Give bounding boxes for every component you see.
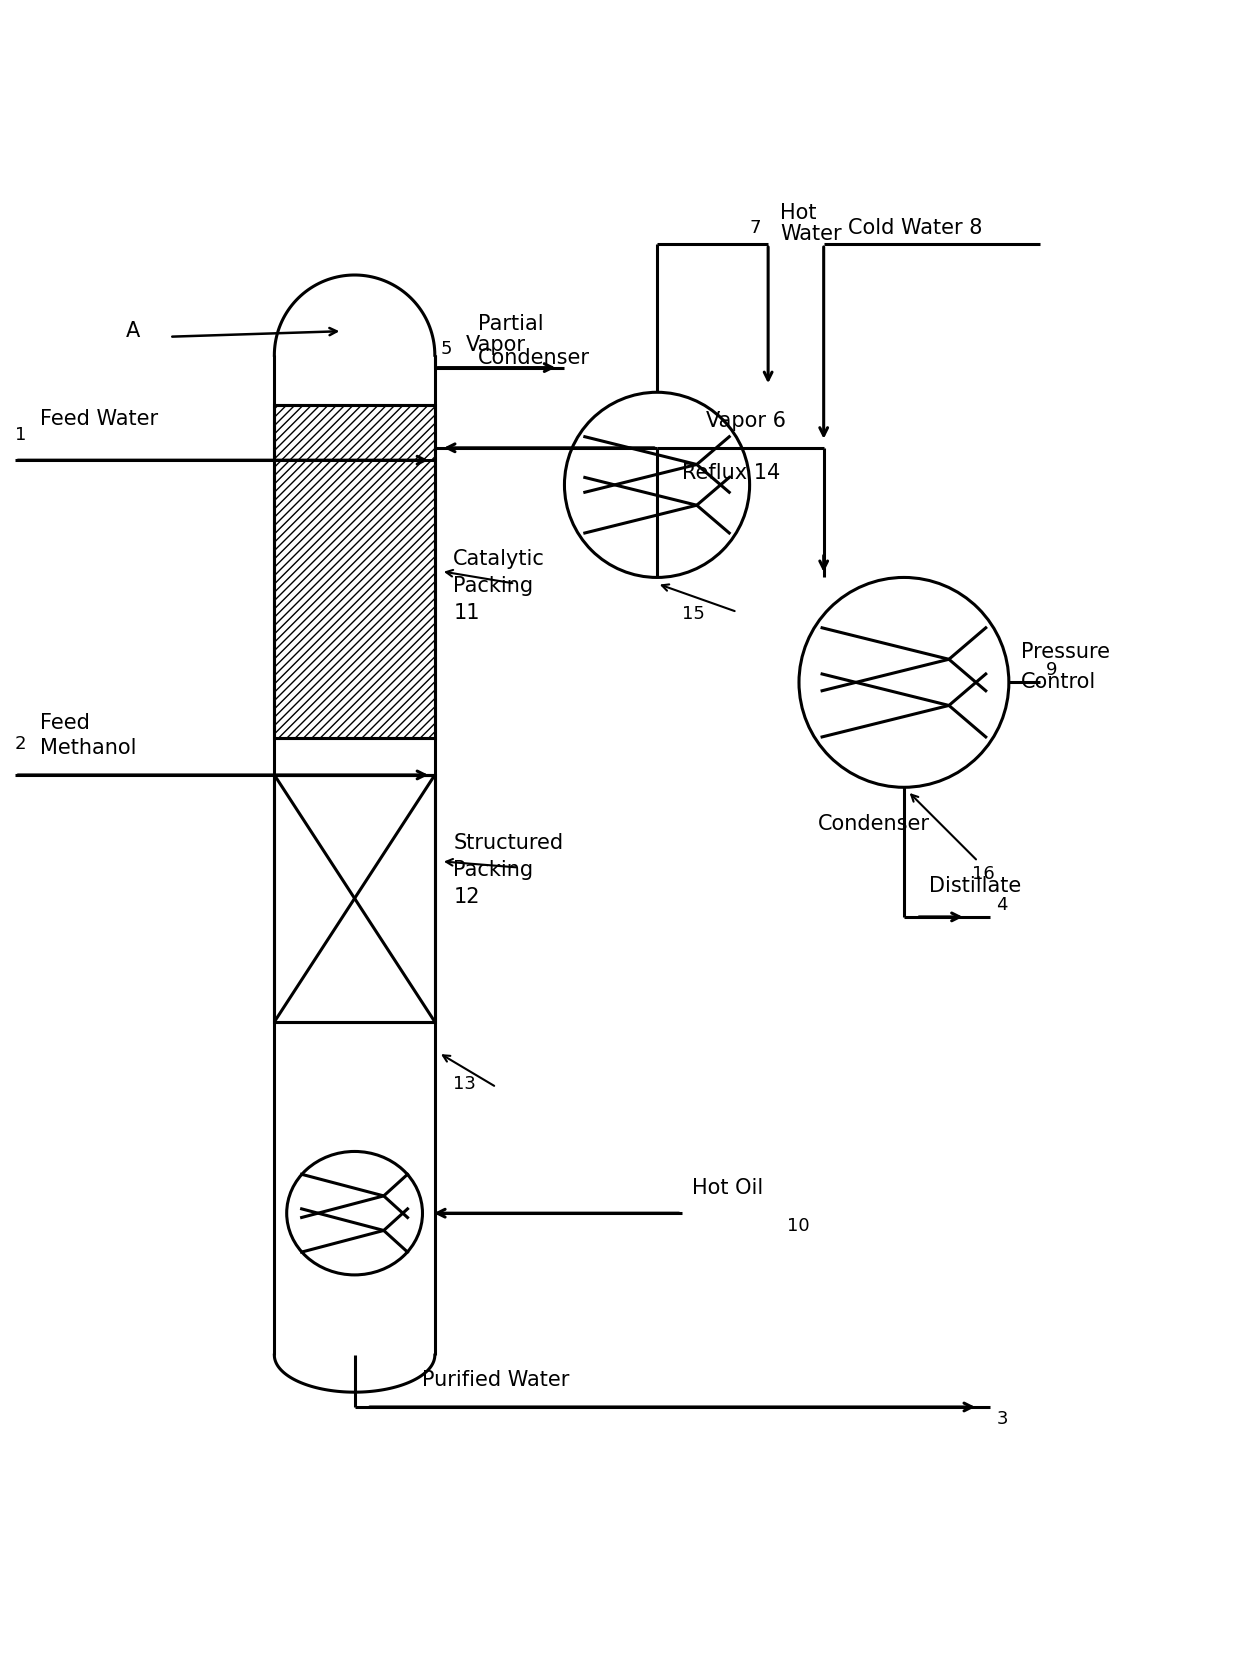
Text: Pressure: Pressure — [1022, 641, 1110, 661]
Text: Packing: Packing — [454, 576, 533, 596]
Text: 1: 1 — [15, 427, 26, 445]
Text: 13: 13 — [454, 1075, 476, 1093]
Text: Cold Water 8: Cold Water 8 — [848, 218, 983, 238]
Text: 10: 10 — [786, 1216, 810, 1234]
Text: 5: 5 — [441, 341, 453, 359]
Text: Vapor 6: Vapor 6 — [707, 410, 786, 430]
Text: A: A — [126, 321, 140, 341]
Text: 7: 7 — [750, 219, 761, 238]
Text: 4: 4 — [997, 895, 1008, 914]
Text: Vapor: Vapor — [466, 336, 526, 355]
Text: Hot: Hot — [780, 203, 817, 223]
Text: Condenser: Condenser — [479, 347, 590, 367]
Text: Hot Oil: Hot Oil — [692, 1179, 763, 1199]
Text: Distillate: Distillate — [929, 875, 1021, 895]
Text: Condenser: Condenser — [817, 814, 930, 834]
Text: 3: 3 — [997, 1410, 1008, 1428]
Text: Reflux 14: Reflux 14 — [682, 462, 780, 482]
Text: Feed Water: Feed Water — [40, 409, 157, 430]
Text: Catalytic: Catalytic — [454, 548, 546, 570]
Text: Packing: Packing — [454, 860, 533, 880]
Bar — [274, 776, 435, 1022]
Text: 15: 15 — [682, 606, 704, 623]
Text: 16: 16 — [972, 865, 994, 882]
Text: Water: Water — [780, 224, 842, 244]
Bar — [274, 405, 435, 737]
Text: Control: Control — [1022, 673, 1096, 693]
Text: 9: 9 — [1045, 661, 1058, 679]
Text: 11: 11 — [454, 603, 480, 623]
Text: 12: 12 — [454, 887, 480, 907]
Text: Feed: Feed — [40, 713, 89, 733]
Text: Methanol: Methanol — [40, 737, 136, 757]
Text: Partial: Partial — [479, 314, 543, 334]
Text: 2: 2 — [15, 736, 26, 752]
Text: Structured: Structured — [454, 832, 563, 852]
Text: Purified Water: Purified Water — [423, 1370, 570, 1390]
